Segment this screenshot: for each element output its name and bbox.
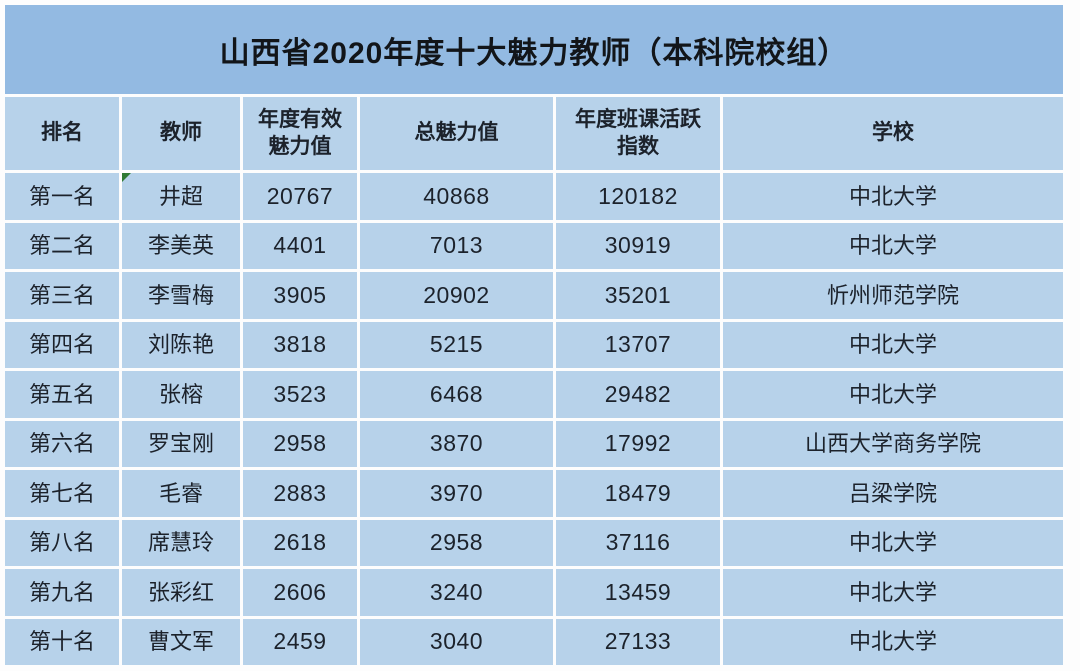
cell-rank: 第一名 bbox=[5, 173, 119, 220]
cell-total-charm: 3240 bbox=[360, 569, 553, 616]
cell-school: 中北大学 bbox=[723, 173, 1063, 220]
cell-teacher: 罗宝刚 bbox=[122, 420, 240, 467]
cell-teacher: 席慧玲 bbox=[122, 519, 240, 566]
cell-annual-effective-charm: 2883 bbox=[243, 470, 357, 517]
cell-total-charm: 3970 bbox=[360, 470, 553, 517]
cell-teacher: 李雪梅 bbox=[122, 272, 240, 319]
cell-teacher: 张榕 bbox=[122, 371, 240, 418]
cell-school: 山西大学商务学院 bbox=[723, 420, 1063, 467]
cell-activity-index: 17992 bbox=[556, 420, 720, 467]
cell-activity-index: 35201 bbox=[556, 272, 720, 319]
cell-rank: 第六名 bbox=[5, 420, 119, 467]
header-annual-effective-charm: 年度有效 魅力值 bbox=[243, 97, 357, 170]
cell-activity-index: 29482 bbox=[556, 371, 720, 418]
cell-corner-marker-icon bbox=[122, 173, 131, 182]
cell-annual-effective-charm: 3905 bbox=[243, 272, 357, 319]
cell-rank: 第四名 bbox=[5, 321, 119, 368]
cell-teacher: 张彩红 bbox=[122, 569, 240, 616]
cell-total-charm: 3040 bbox=[360, 618, 553, 665]
cell-teacher: 刘陈艳 bbox=[122, 321, 240, 368]
cell-annual-effective-charm: 2618 bbox=[243, 519, 357, 566]
cell-rank: 第九名 bbox=[5, 569, 119, 616]
cell-rank: 第十名 bbox=[5, 618, 119, 665]
cell-school: 中北大学 bbox=[723, 371, 1063, 418]
cell-school: 中北大学 bbox=[723, 321, 1063, 368]
cell-teacher: 李美英 bbox=[122, 222, 240, 269]
cell-teacher: 毛睿 bbox=[122, 470, 240, 517]
cell-teacher: 井超 bbox=[122, 173, 240, 220]
cell-annual-effective-charm: 3523 bbox=[243, 371, 357, 418]
header-total-charm: 总魅力值 bbox=[360, 97, 553, 170]
cell-activity-index: 13707 bbox=[556, 321, 720, 368]
cell-school: 忻州师范学院 bbox=[723, 272, 1063, 319]
cell-rank: 第三名 bbox=[5, 272, 119, 319]
cell-annual-effective-charm: 2958 bbox=[243, 420, 357, 467]
cell-activity-index: 27133 bbox=[556, 618, 720, 665]
cell-total-charm: 6468 bbox=[360, 371, 553, 418]
cell-total-charm: 40868 bbox=[360, 173, 553, 220]
cell-school: 中北大学 bbox=[723, 222, 1063, 269]
cell-activity-index: 37116 bbox=[556, 519, 720, 566]
header-rank: 排名 bbox=[5, 97, 119, 170]
cell-school: 中北大学 bbox=[723, 618, 1063, 665]
cell-activity-index: 30919 bbox=[556, 222, 720, 269]
cell-school: 中北大学 bbox=[723, 569, 1063, 616]
cell-total-charm: 2958 bbox=[360, 519, 553, 566]
header-teacher: 教师 bbox=[122, 97, 240, 170]
cell-total-charm: 3870 bbox=[360, 420, 553, 467]
cell-activity-index: 13459 bbox=[556, 569, 720, 616]
cell-annual-effective-charm: 20767 bbox=[243, 173, 357, 220]
cell-activity-index: 18479 bbox=[556, 470, 720, 517]
header-activity-index: 年度班课活跃 指数 bbox=[556, 97, 720, 170]
cell-rank: 第八名 bbox=[5, 519, 119, 566]
header-school: 学校 bbox=[723, 97, 1063, 170]
cell-school: 吕梁学院 bbox=[723, 470, 1063, 517]
cell-rank: 第二名 bbox=[5, 222, 119, 269]
cell-total-charm: 5215 bbox=[360, 321, 553, 368]
cell-annual-effective-charm: 4401 bbox=[243, 222, 357, 269]
ranking-table: 山西省2020年度十大魅力教师（本科院校组） 排名 教师 年度有效 魅力值 总魅… bbox=[5, 5, 1063, 665]
cell-school: 中北大学 bbox=[723, 519, 1063, 566]
cell-annual-effective-charm: 2459 bbox=[243, 618, 357, 665]
cell-total-charm: 20902 bbox=[360, 272, 553, 319]
cell-teacher: 曹文军 bbox=[122, 618, 240, 665]
cell-annual-effective-charm: 3818 bbox=[243, 321, 357, 368]
cell-activity-index: 120182 bbox=[556, 173, 720, 220]
cell-annual-effective-charm: 2606 bbox=[243, 569, 357, 616]
cell-rank: 第七名 bbox=[5, 470, 119, 517]
table-title: 山西省2020年度十大魅力教师（本科院校组） bbox=[5, 5, 1063, 94]
cell-total-charm: 7013 bbox=[360, 222, 553, 269]
cell-rank: 第五名 bbox=[5, 371, 119, 418]
